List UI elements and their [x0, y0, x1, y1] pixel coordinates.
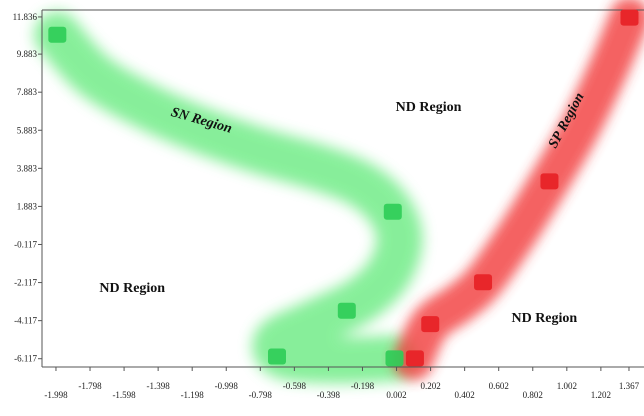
y-tick-label: 3.883 — [17, 163, 38, 173]
x-tick-label: 0.402 — [455, 390, 475, 400]
y-tick-label: -0.117 — [14, 239, 37, 249]
x-tick-label: -0.998 — [215, 381, 239, 391]
nd-region-label: ND Region — [511, 311, 577, 326]
y-tick-label: 9.883 — [17, 49, 38, 59]
y-axis-ticks: 11.836 9.883 7.883 5.883 3.883 1.883 -0.117 -2.… — [13, 12, 42, 364]
sn-point — [337, 302, 356, 319]
y-tick-label: -4.117 — [14, 316, 37, 326]
sp-point — [540, 173, 559, 190]
y-tick-label: 11.836 — [13, 12, 38, 22]
x-tick-label: 0.802 — [523, 390, 543, 400]
y-tick-label: 5.883 — [17, 125, 38, 135]
x-tick-label: -0.398 — [317, 390, 341, 400]
y-tick-label: 7.883 — [17, 87, 38, 97]
x-tick-label: 1.202 — [591, 390, 611, 400]
y-tick-label: -2.117 — [14, 278, 37, 288]
x-tick-label: -0.598 — [283, 381, 307, 391]
sp-point — [421, 316, 440, 333]
nd-region-label: ND Region — [99, 281, 165, 296]
x-tick-label: 0.602 — [489, 381, 509, 391]
x-tick-label: -0.198 — [351, 381, 375, 391]
x-tick-label: -1.398 — [147, 381, 171, 391]
x-tick-label: -1.798 — [78, 381, 102, 391]
sp-region-band — [393, 0, 644, 381]
sn-point — [48, 26, 67, 43]
sp-point — [474, 274, 493, 291]
x-axis-ticks: -1.998 -1.798 -1.598 -1.398 -1.198 -0.998 -0.7… — [44, 367, 640, 400]
sp-point — [620, 9, 639, 26]
x-tick-label: -1.598 — [112, 390, 136, 400]
axes — [41, 9, 644, 368]
x-tick-label: 1.002 — [557, 381, 577, 391]
x-tick-label: -1.198 — [181, 390, 205, 400]
x-tick-label: 1.367 — [619, 381, 640, 391]
sn-point — [267, 348, 286, 365]
y-tick-label: -6.117 — [14, 354, 37, 364]
nd-region-label: ND Region — [396, 100, 462, 115]
x-tick-label: 0.002 — [386, 390, 406, 400]
x-tick-label: -0.798 — [249, 390, 273, 400]
x-tick-label: -1.998 — [44, 390, 68, 400]
y-tick-label: 1.883 — [17, 201, 38, 211]
sn-point — [383, 203, 402, 220]
x-tick-label: 0.202 — [420, 381, 440, 391]
data-points — [48, 9, 639, 367]
sp-point — [405, 350, 424, 367]
sn-point — [385, 350, 404, 367]
